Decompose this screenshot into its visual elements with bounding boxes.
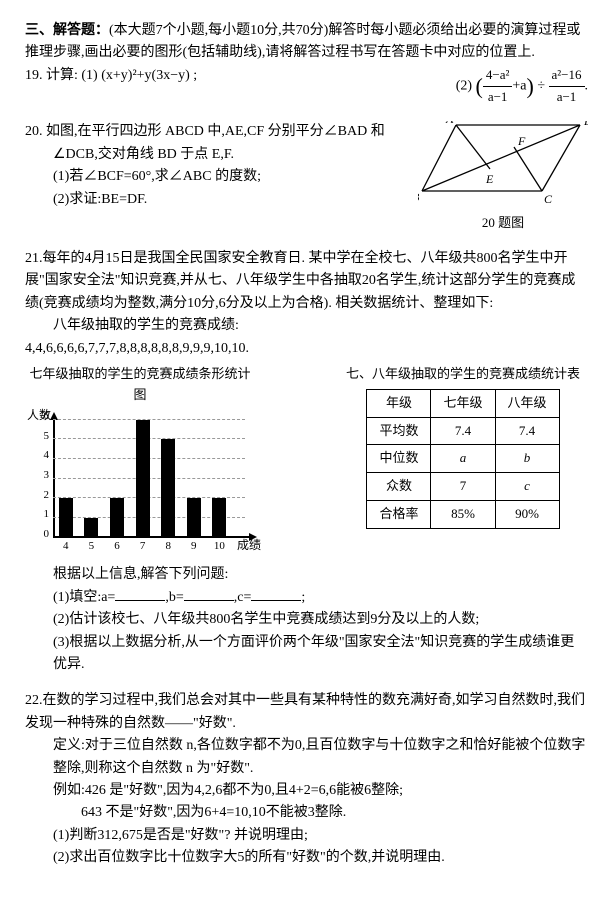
q21-p2-data: 4,4,6,6,6,6,7,7,7,8,8,8,8,8,8,9,9,9,10,1… — [25, 338, 588, 360]
bar-chart: 012345645678910人数成绩 — [25, 408, 255, 558]
svg-text:D: D — [583, 121, 588, 128]
q21-chart-title: 七年级抽取的学生的竞赛成绩条形统计图 — [25, 364, 255, 406]
q19-part2-label: (2) — [456, 78, 472, 93]
q19-num: 19. — [25, 68, 43, 83]
q21-p1: 每年的4月15日是我国全民国家安全教育日. 某中学在全校七、八年级共800名学生… — [25, 251, 575, 311]
q19-frac1: 4−a²a−1 — [483, 65, 513, 108]
problem-22: 22.在数的学习过程中,我们总会对其中一些具有某种特性的数充满好奇,如学习自然数… — [25, 690, 588, 869]
q19-part1-expr: (x+y)²+y(3x−y) ; — [101, 68, 197, 83]
q21-table-box: 七、八年级抽取的学生的竞赛成绩统计表 年级七年级八年级平均数7.47.4中位数a… — [338, 364, 588, 529]
q21-sub3: (3)根据以上数据分析,从一个方面评价两个年级"国家安全法"知识竞赛的学生成绩谁… — [53, 632, 588, 677]
q21-num: 21. — [25, 251, 43, 266]
q22-p1: 在数的学习过程中,我们总会对其中一些具有某种特性的数充满好奇,如学习自然数时,我… — [25, 693, 585, 730]
q19-part1-label: (1) — [81, 68, 97, 83]
q22-sub2: (2)求出百位数字比十位数字大5的所有"好数"的个数,并说明理由. — [53, 847, 588, 869]
q21-sub1: (1)填空:a=,b=,c=; — [53, 586, 588, 609]
svg-text:F: F — [517, 134, 526, 148]
q20-line1: 如图,在平行四边形 ABCD 中,AE,CF 分别平分∠BAD 和 — [46, 124, 385, 139]
parallelogram-diagram: A B C D E F — [418, 121, 588, 206]
q22-sub1: (1)判断312,675是否是"好数"? 并说明理由; — [53, 825, 588, 847]
q20-num: 20. — [25, 124, 43, 139]
q19-frac2: a²−16a−1 — [549, 65, 585, 108]
q21-table-title: 七、八年级抽取的学生的竞赛成绩统计表 — [338, 364, 588, 385]
svg-text:A: A — [445, 121, 454, 126]
q22-p2: 定义:对于三位自然数 n,各位数字都不为0,且百位数字与十位数字之和恰好能被个位… — [53, 735, 588, 780]
svg-text:E: E — [485, 172, 494, 186]
q19-part1: 19. 计算: (1) (x+y)²+y(3x−y) ; — [25, 65, 197, 108]
section-title: 三、解答题： — [25, 23, 109, 38]
q21-chart-box: 七年级抽取的学生的竞赛成绩条形统计图 012345645678910人数成绩 — [25, 364, 255, 558]
svg-text:C: C — [544, 192, 553, 206]
blank-b — [184, 586, 234, 601]
q22-p4: 643 不是"好数",因为6+4=10,10不能被3整除. — [81, 802, 588, 824]
q19-part2: (2) (4−a²a−1+a) ÷ a²−16a−1. — [456, 65, 588, 108]
section-header: 三、解答题：(本大题7个小题,每小题10分,共70分)解答时每小题必须给出必要的… — [25, 20, 588, 65]
q20-fig-caption: 20 题图 — [418, 213, 588, 234]
paren-right: ) — [526, 73, 533, 98]
problem-19: 19. 计算: (1) (x+y)²+y(3x−y) ; (2) (4−a²a−… — [25, 65, 588, 108]
blank-a — [115, 586, 165, 601]
problem-21: 21.每年的4月15日是我国全民国家安全教育日. 某中学在全校七、八年级共800… — [25, 248, 588, 677]
paren-left: ( — [476, 73, 483, 98]
problem-20: A B C D E F 20 题图 20. 如图,在平行四边形 ABCD 中,AE,CF … — [25, 121, 588, 234]
stats-table: 年级七年级八年级平均数7.47.4中位数ab众数7c合格率85%90% — [366, 389, 559, 529]
q19-lead: 计算: — [46, 68, 78, 83]
q21-sub2: (2)估计该校七、八年级共800名学生中竞赛成绩达到9分及以上的人数; — [53, 609, 588, 631]
q22-p3: 例如:426 是"好数",因为4,2,6都不为0,且4+2=6,6能被6整除; — [53, 780, 588, 802]
q20-figure: A B C D E F 20 题图 — [418, 121, 588, 234]
blank-c — [251, 586, 301, 601]
q21-p2-label: 八年级抽取的学生的竞赛成绩: — [53, 315, 588, 337]
q22-num: 22. — [25, 693, 43, 708]
section-intro: (本大题7个小题,每小题10分,共70分)解答时每小题必须给出必要的演算过程或推… — [25, 23, 580, 60]
svg-text:B: B — [418, 190, 420, 204]
q21-after: 根据以上信息,解答下列问题: — [53, 564, 588, 586]
